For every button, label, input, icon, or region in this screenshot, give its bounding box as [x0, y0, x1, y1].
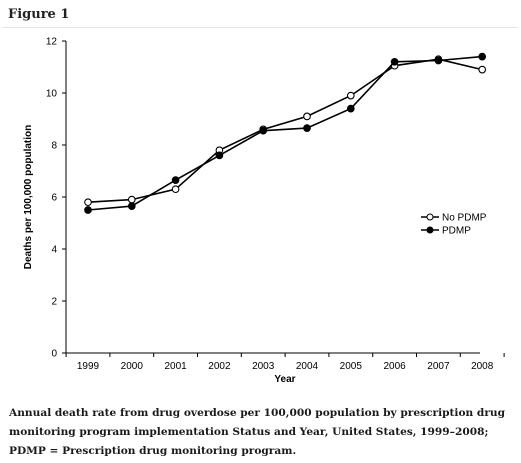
data-point — [434, 56, 443, 65]
x-tick-label: 2004 — [296, 361, 319, 372]
data-point — [171, 185, 180, 194]
data-point — [127, 195, 136, 204]
data-point — [84, 206, 92, 214]
legend: No PDMP PDMP — [421, 213, 487, 237]
data-point — [346, 91, 355, 100]
legend-item: No PDMP — [421, 213, 487, 224]
x-tick-label: 2000 — [121, 361, 144, 372]
x-tick-label: 2006 — [383, 361, 406, 372]
x-ticks: 1999 2000 2001 2002 2003 2004 2005 2006 2007 2008 — [65, 353, 505, 372]
y-tick-label: 0 — [51, 349, 57, 360]
data-point — [259, 126, 268, 135]
series — [84, 52, 487, 214]
data-point — [84, 198, 92, 207]
x-tick-label: 2003 — [252, 361, 275, 372]
legend-label: PDMP — [442, 226, 471, 237]
x-tick-label: 1999 — [77, 361, 100, 372]
axes — [65, 41, 480, 354]
series-no-pdmp — [84, 55, 487, 207]
x-tick-label: 2001 — [164, 361, 187, 372]
figure-label: Figure 1 — [8, 7, 70, 22]
x-tick-label: 2005 — [340, 361, 363, 372]
series-line — [87, 55, 483, 211]
data-point — [303, 112, 311, 121]
chart-panel: 0 2 4 6 8 10 12 1999 2000 2001 2002 2003 2004 2005 20… — [3, 27, 517, 396]
y-tick-label: 6 — [51, 193, 57, 204]
legend-marker — [426, 226, 434, 234]
x-tick-label: 2002 — [208, 361, 231, 372]
y-axis-title: Deaths per 100,000 population — [23, 125, 34, 270]
y-tick-label: 10 — [46, 89, 58, 100]
series-pdmp — [84, 52, 487, 214]
data-point — [127, 202, 136, 210]
y-ticks: 0 2 4 6 8 10 12 — [46, 37, 66, 360]
x-axis-title: Year — [274, 374, 295, 385]
legend-item: PDMP — [421, 226, 471, 237]
x-tick-label: 2008 — [471, 361, 494, 372]
series-line — [87, 58, 483, 203]
legend-label: No PDMP — [442, 213, 487, 224]
x-tick-label: 2007 — [427, 361, 450, 372]
y-tick-label: 8 — [51, 141, 57, 152]
figure-caption: Annual death rate from drug overdose per… — [9, 407, 506, 457]
data-point — [171, 176, 180, 184]
data-point — [390, 57, 399, 66]
data-point — [478, 65, 487, 74]
data-point — [478, 52, 487, 61]
legend-marker — [426, 213, 434, 221]
data-point — [303, 124, 311, 132]
line-chart: 0 2 4 6 8 10 12 1999 2000 2001 2002 2003 2004 2005 20… — [23, 37, 505, 385]
data-point — [215, 151, 224, 160]
data-point — [346, 104, 355, 113]
y-tick-label: 4 — [51, 245, 57, 256]
y-tick-label: 2 — [51, 297, 57, 308]
y-tick-label: 12 — [46, 37, 58, 48]
